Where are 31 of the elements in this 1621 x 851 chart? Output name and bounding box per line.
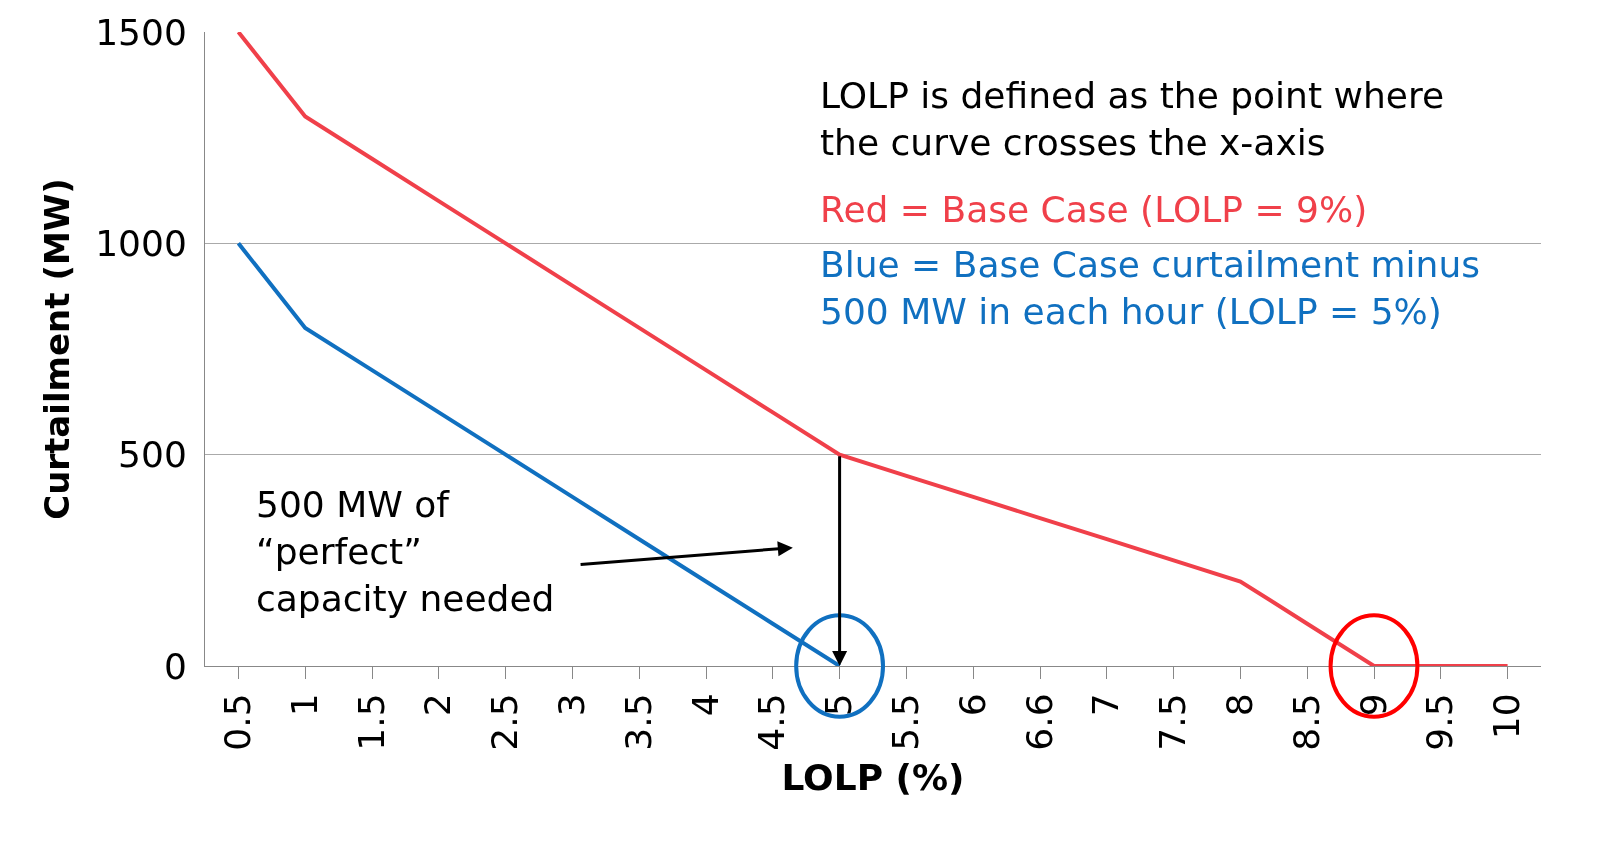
y-axis-title: Curtailment (MW)	[36, 178, 77, 520]
x-tick-label: 5.5	[885, 693, 927, 751]
x-tick-label: 6.6	[1018, 693, 1060, 751]
x-tick-label: 8.5	[1285, 693, 1327, 751]
x-tick-label: 8	[1219, 693, 1261, 717]
y-tick-label: 1000	[95, 222, 187, 264]
x-tick-label: 1	[283, 693, 325, 717]
annotation: Red = Base Case (LOLP = 9%)	[820, 189, 1368, 230]
x-tick-label: 0.5	[217, 693, 259, 751]
x-tick-label: 1.5	[350, 693, 392, 751]
annotation: Blue = Base Case curtailment minus 500 MW in each hour (LOLP = 5%)	[820, 244, 1481, 332]
x-tick-label: 10	[1486, 693, 1528, 740]
annotation: LOLP is defined as the point where the curve crosses the x-axis	[820, 75, 1445, 163]
x-tick-label: 2	[417, 693, 459, 717]
x-tick-label: 7	[1085, 693, 1127, 717]
x-tick-label: 3	[551, 693, 593, 717]
y-tick-label: 1500	[95, 11, 187, 53]
annotation: 500 MW of “perfect” capacity needed	[256, 484, 555, 619]
x-tick-label: 3.5	[617, 693, 659, 751]
y-tick-label: 500	[118, 434, 187, 476]
y-tick-label: 0	[163, 645, 187, 687]
line-series	[236, 32, 1510, 666]
x-tick-label: 6	[951, 693, 993, 717]
x-tick-label: 4	[684, 693, 726, 717]
x-axis-title: LOLP (%)	[781, 757, 965, 799]
x-tick-label: 9.5	[1419, 693, 1461, 751]
x-tick-label: 9	[1352, 693, 1394, 717]
x-tick-label: 7.5	[1152, 693, 1194, 751]
x-tick-label: 2.5	[484, 693, 526, 751]
x-tick-label: 5	[818, 693, 860, 717]
x-tick-label: 4.5	[751, 693, 793, 751]
